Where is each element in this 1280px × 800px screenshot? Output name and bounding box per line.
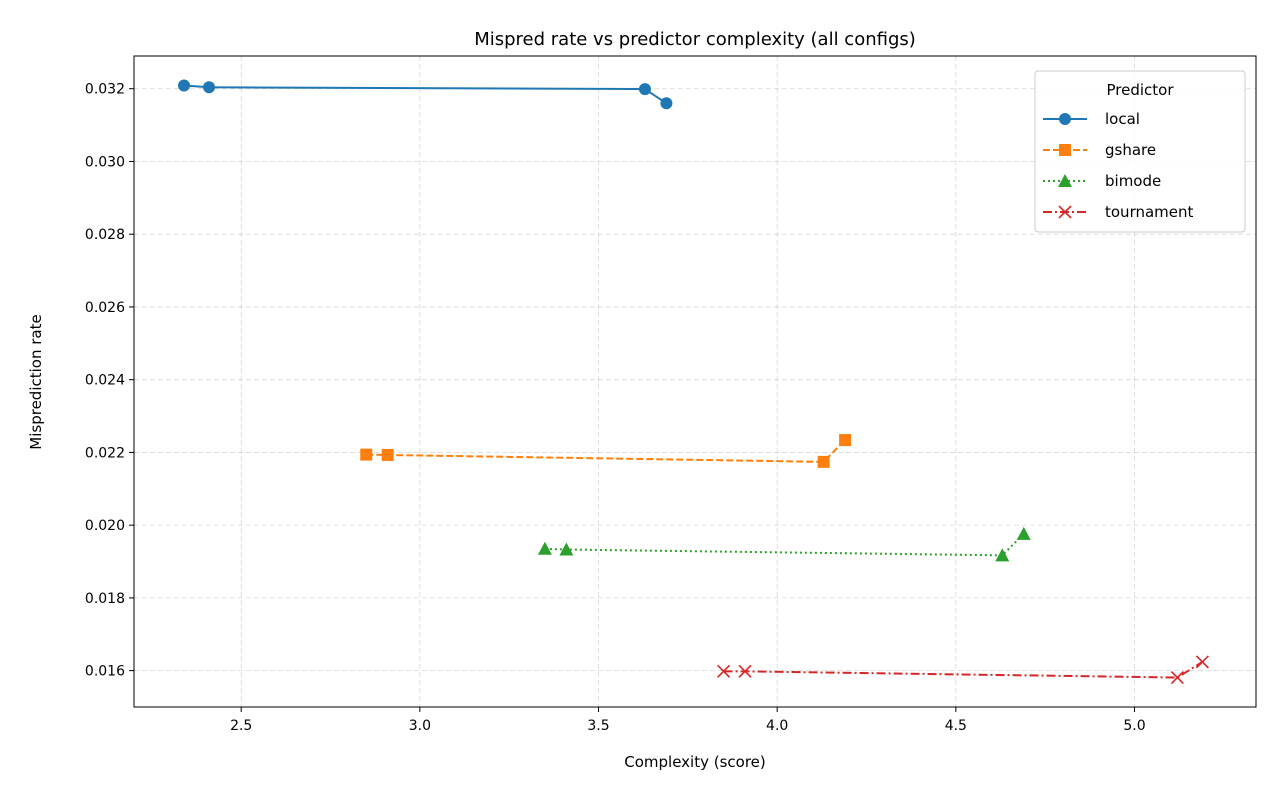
data-point-bimode [537,541,552,555]
data-point-bimode [1016,526,1031,540]
data-point-tournament [717,664,731,678]
x-tick-label: 5.0 [1123,718,1145,734]
y-axis-title: Misprediction rate [27,314,45,449]
series-bimode [537,526,1031,562]
legend-title: Predictor [1106,81,1174,99]
legend-marker [1058,174,1072,187]
x-tick-label: 2.5 [230,718,252,734]
axes: 2.5 3.0 3.5 4.0 4.5 5.0 0.016 0.018 0.020 0.022 0.… [85,82,1146,734]
legend-entry-tournament: tournament [1043,203,1194,221]
data-point-local [178,79,191,92]
data-point-gshare [817,455,830,468]
legend-marker [1059,113,1071,125]
x-tick-label: 3.5 [587,718,609,734]
legend-label: gshare [1105,141,1156,159]
legend-marker [1059,144,1071,156]
legend-box [1034,70,1246,233]
legend-label: bimode [1105,172,1161,190]
series-line-local [183,84,667,105]
legend-entry-local: local [1043,110,1140,128]
data-point-tournament [1170,670,1184,685]
x-tick-label: 3.0 [409,718,431,734]
legend-entries: local gshare bimode tournament [1043,110,1194,221]
data-point-local [638,83,651,96]
series-gshare [360,434,852,468]
legend-entry-bimode: bimode [1043,172,1161,190]
x-tick-label: 4.5 [945,718,967,734]
y-tick-label: 0.016 [85,664,125,680]
legend: Predictor local gshare bimode tournament [1034,70,1246,233]
x-axis-title: Complexity (score) [624,753,766,771]
y-tick-label: 0.026 [85,300,125,316]
series-line-gshare [366,439,846,463]
y-tick-label: 0.022 [85,445,125,461]
data-point-local [203,81,216,94]
y-tick-label: 0.030 [85,154,125,170]
y-tick-label: 0.024 [85,373,125,389]
data-point-tournament [1195,655,1209,669]
series-local [178,79,673,110]
series-line-bimode [544,533,1025,557]
data-point-bimode [559,542,574,556]
data-point-bimode [995,548,1010,562]
y-tick-label: 0.020 [85,518,125,534]
data-point-local [660,97,673,110]
grid [134,56,1256,707]
data-point-gshare [360,448,373,461]
data-point-gshare [381,448,394,461]
chart-title: Mispred rate vs predictor complexity (al… [474,29,916,50]
plot-series [178,79,1209,685]
series-tournament [717,655,1209,685]
legend-marker [1058,205,1072,219]
x-tick-label: 4.0 [766,718,788,734]
plot-frame [133,55,1257,708]
legend-label: local [1105,110,1140,128]
data-point-tournament [738,664,752,678]
y-tick-label: 0.032 [85,82,125,98]
legend-label: tournament [1105,203,1194,221]
legend-entry-gshare: gshare [1043,141,1156,159]
y-tick-label: 0.028 [85,227,125,243]
data-point-gshare [839,434,852,447]
y-tick-label: 0.018 [85,591,125,607]
